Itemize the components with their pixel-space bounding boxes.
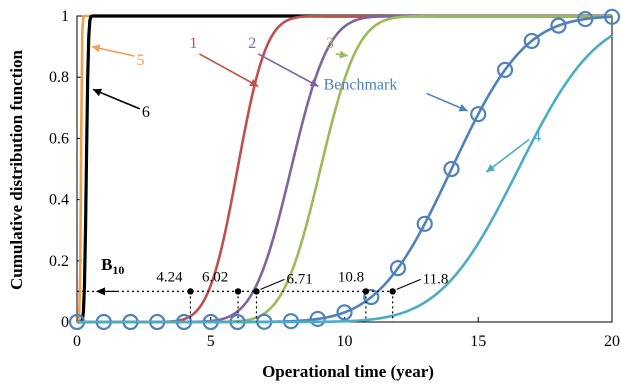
b10-value-label: 4.24 <box>156 269 183 285</box>
series-label-4: 4 <box>533 128 541 145</box>
b10-value-arrow <box>396 278 421 290</box>
series-label-1: 1 <box>189 35 197 52</box>
series-label-3: 3 <box>326 35 334 52</box>
benchmark-marker <box>363 288 380 306</box>
b10-arrowhead <box>95 287 106 296</box>
b10-point <box>362 288 370 295</box>
series-arrow-2 <box>257 53 319 88</box>
b10-value-label: 10.8 <box>338 269 364 285</box>
y-tick-label: 0.8 <box>49 69 69 86</box>
x-tick-label: 0 <box>73 333 81 350</box>
series-arrowhead-6 <box>93 88 102 97</box>
y-tick-label: 0.4 <box>49 192 69 209</box>
b10-value-label: 11.8 <box>423 271 449 287</box>
x-tick-label: 5 <box>207 333 215 350</box>
b10-value-label: 6.02 <box>202 269 228 285</box>
series-arrow-4 <box>485 138 530 173</box>
x-tick-label: 10 <box>337 333 353 350</box>
x-tick-label: 15 <box>470 333 486 350</box>
y-axis-title: Cumulative distribution function <box>7 49 26 289</box>
benchmark-marker <box>443 160 460 178</box>
benchmark-marker <box>523 32 540 50</box>
b10-value-label: 6.71 <box>286 271 312 287</box>
b10-value-arrow <box>260 278 285 290</box>
series-label-5: 5 <box>136 52 144 69</box>
series-arrowhead-3 <box>339 50 348 59</box>
series-group: 5 6 1 2 3 Benchmark 4 <box>68 8 621 331</box>
y-tick-label: 1 <box>61 8 69 25</box>
y-tick-label: 0.2 <box>49 253 69 270</box>
y-tick-label: 0 <box>61 314 69 331</box>
b10-point <box>389 288 396 295</box>
series-arrowhead-benchmark <box>458 104 468 112</box>
series-arrow-1 <box>199 53 259 88</box>
benchmark-marker <box>470 106 487 123</box>
series-label-6: 6 <box>142 104 150 121</box>
benchmark-marker <box>336 304 353 321</box>
benchmark-marker <box>389 260 407 277</box>
benchmark-marker <box>309 310 326 328</box>
benchmark-marker <box>577 10 594 28</box>
series-arrowhead-2 <box>309 79 319 87</box>
benchmark-marker <box>496 61 514 78</box>
x-tick-label: 20 <box>604 333 620 350</box>
b10-point <box>253 288 260 295</box>
benchmark-marker <box>550 17 567 34</box>
y-tick-label: 0.6 <box>49 130 69 147</box>
series-label-benchmark: Benchmark <box>324 76 398 93</box>
annotations-group: B10 4.24 6.02 6.71 10.8 11.8 <box>77 255 448 322</box>
benchmark-marker <box>603 8 621 25</box>
b10-label: B10 <box>101 255 124 277</box>
b10-point <box>187 288 194 295</box>
series-arrowhead-5 <box>91 44 101 53</box>
benchmark-marker <box>416 215 433 232</box>
series-line-4 <box>77 34 613 324</box>
x-axis-title: Operational time (year) <box>262 362 434 381</box>
series-arrowhead-1 <box>249 79 259 87</box>
series-label-2: 2 <box>248 35 256 52</box>
b10-point <box>234 288 242 295</box>
series-arrow-6 <box>92 88 141 110</box>
series-arrowhead-4 <box>486 164 496 173</box>
